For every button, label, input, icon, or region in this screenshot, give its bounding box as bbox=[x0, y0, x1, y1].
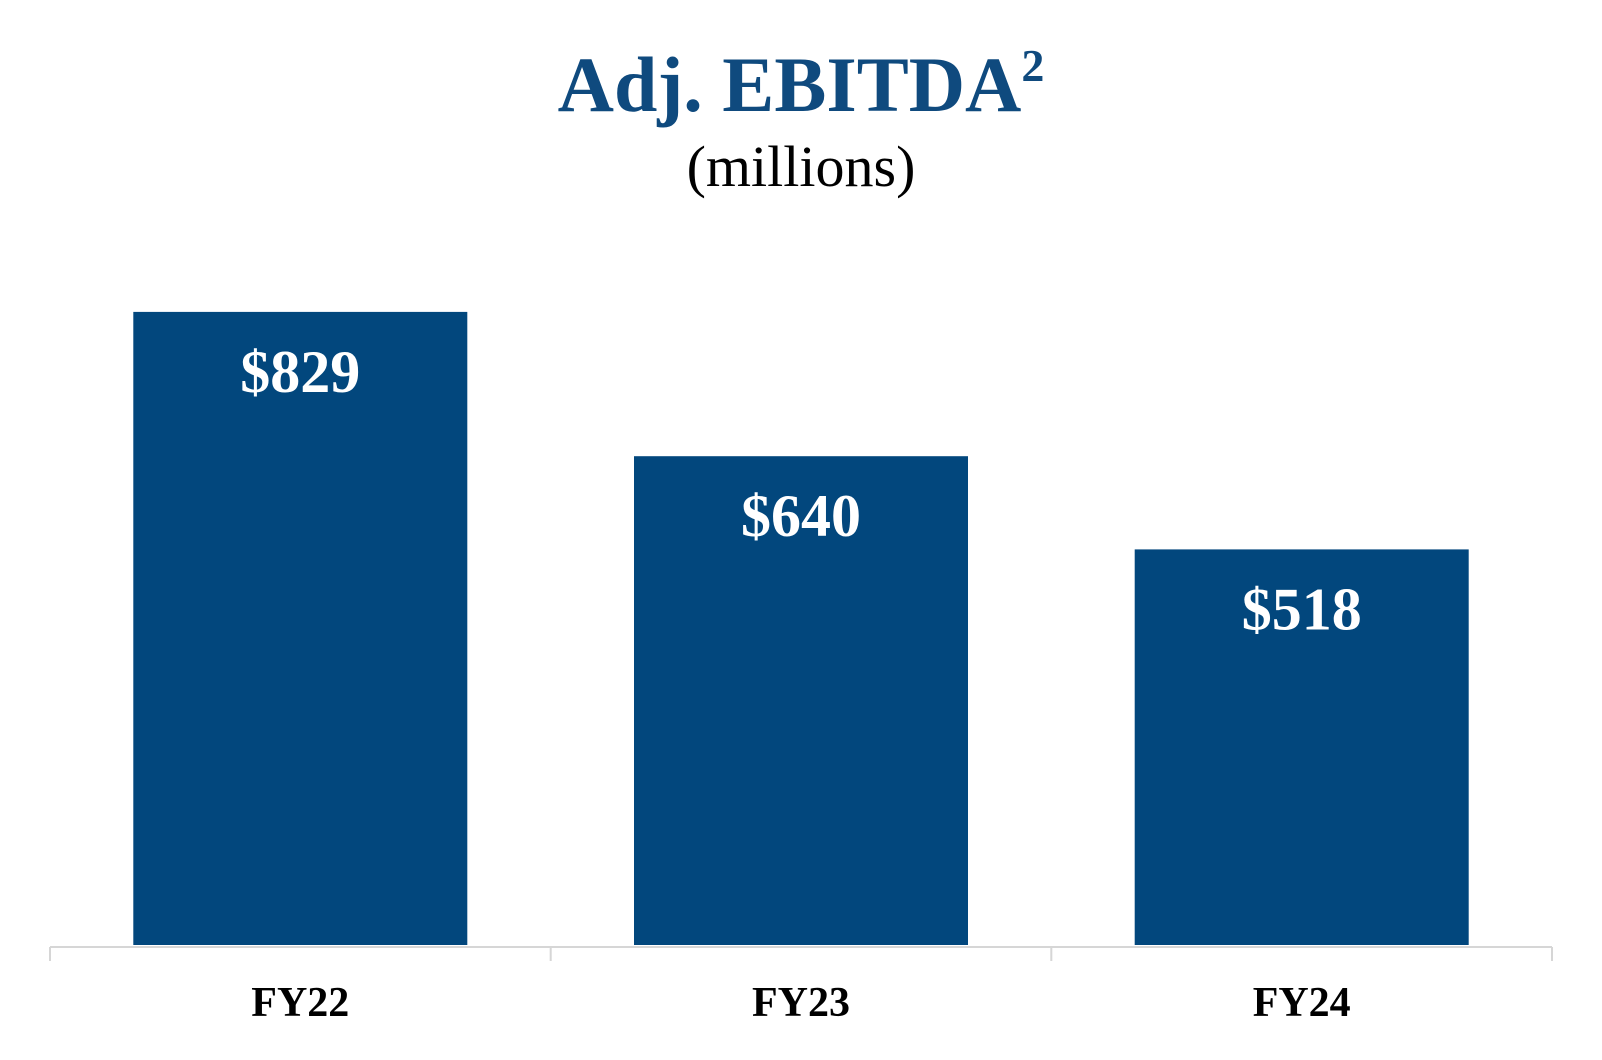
chart-title: Adj. EBITDA2 bbox=[558, 40, 1045, 128]
bar-fy24 bbox=[1134, 549, 1469, 945]
data-label-fy22: $829 bbox=[240, 339, 360, 405]
x-axis: FY22 FY23 FY24 bbox=[49, 946, 1553, 1026]
chart-title-text: Adj. EBITDA bbox=[558, 41, 1022, 128]
x-tick-label-fy23: FY23 bbox=[752, 980, 850, 1026]
x-tick-label-fy24: FY24 bbox=[1253, 980, 1351, 1026]
bar-fy22 bbox=[133, 311, 468, 945]
data-label-fy24: $518 bbox=[1242, 576, 1362, 642]
bars-layer bbox=[133, 311, 1469, 945]
bar-fy23 bbox=[634, 456, 968, 945]
chart-subtitle: (millions) bbox=[687, 134, 916, 199]
data-label-fy23: $640 bbox=[741, 483, 861, 549]
data-labels-layer: $829 $640 $518 bbox=[240, 339, 1361, 643]
x-tick-label-fy22: FY22 bbox=[251, 980, 349, 1026]
chart-title-superscript: 2 bbox=[1021, 40, 1044, 91]
